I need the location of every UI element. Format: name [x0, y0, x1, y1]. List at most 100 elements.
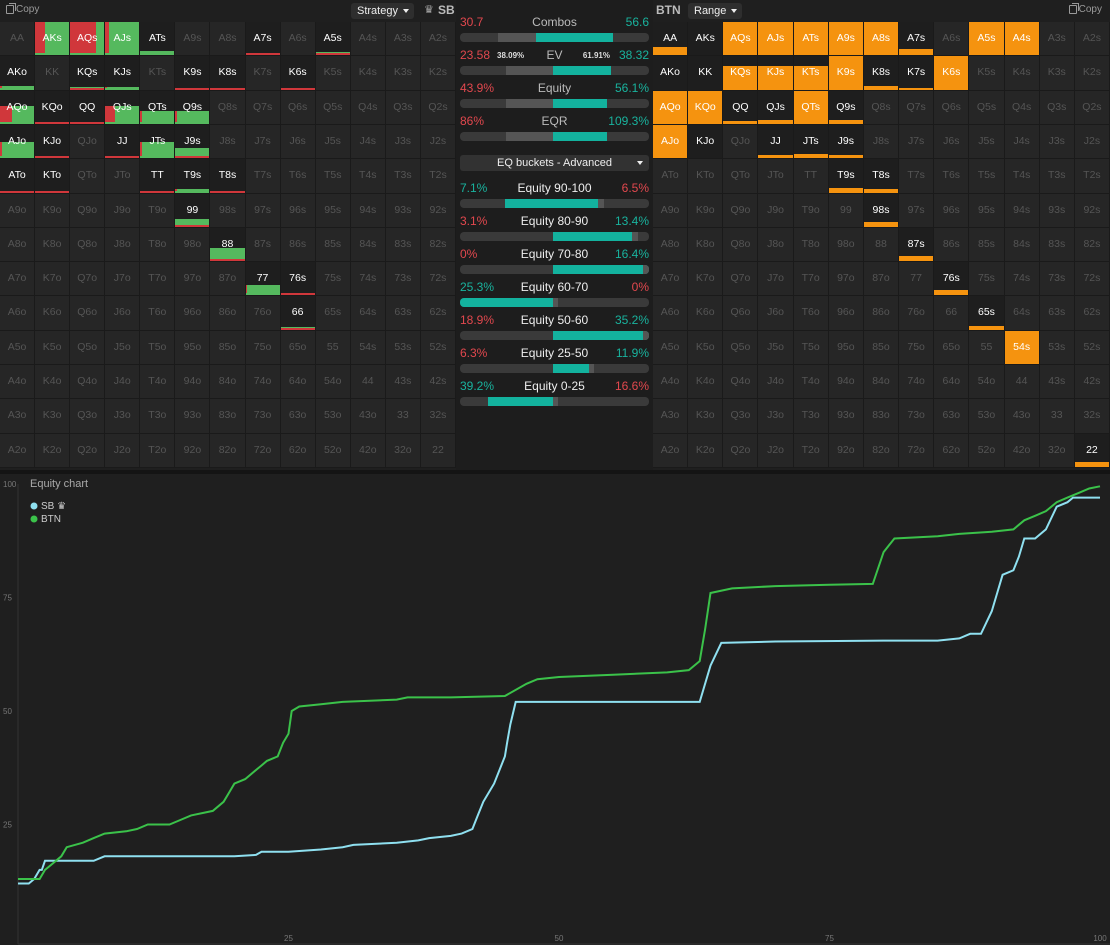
hand-cell[interactable]: 96o [828, 296, 864, 331]
hand-cell[interactable]: 75o [245, 330, 281, 366]
hand-cell[interactable]: 54o [969, 365, 1005, 400]
hand-cell[interactable]: A8o [653, 227, 689, 263]
hand-cell[interactable]: 94o [828, 365, 864, 400]
hand-cell[interactable]: 88 [863, 227, 900, 263]
hand-cell[interactable]: A7o [0, 262, 36, 297]
hand-cell[interactable]: 43o [350, 399, 386, 434]
hand-cell[interactable]: 83o [210, 399, 246, 434]
hand-cell[interactable]: J6s [934, 124, 970, 160]
hand-cell[interactable]: TT [793, 159, 829, 194]
hand-cell[interactable]: 74s [1004, 262, 1040, 297]
hand-cell[interactable]: T3s [385, 159, 421, 194]
hand-cell[interactable]: A9s [828, 22, 864, 57]
hand-cell[interactable]: J5o [105, 330, 141, 366]
hand-cell[interactable]: T7o [793, 262, 829, 297]
hand-cell[interactable]: J9o [105, 193, 141, 228]
hand-cell[interactable]: 92s [420, 193, 456, 228]
hand-cell[interactable]: 66 [934, 296, 970, 331]
hand-cell[interactable]: QTo [70, 159, 106, 194]
hand-cell[interactable]: QTs [793, 90, 829, 125]
hand-cell[interactable]: TT [140, 159, 176, 194]
hand-cell[interactable]: ATo [653, 159, 689, 194]
hand-cell[interactable]: K6s [934, 56, 970, 91]
hand-cell[interactable]: 75o [899, 330, 935, 366]
hand-cell[interactable]: T4o [140, 365, 176, 400]
hand-cell[interactable]: Q3o [70, 399, 106, 434]
hand-cell[interactable]: T5o [140, 330, 176, 366]
hand-cell[interactable]: 65o [280, 330, 316, 366]
hand-cell[interactable]: AA [653, 22, 689, 57]
hand-cell[interactable]: KQs [723, 56, 759, 91]
hand-cell[interactable]: 76s [280, 262, 316, 297]
hand-cell[interactable]: KJs [758, 56, 794, 91]
hand-cell[interactable]: A6o [0, 296, 36, 331]
hand-cell[interactable]: T6o [793, 296, 829, 331]
hand-cell[interactable]: 98o [175, 227, 211, 263]
hand-cell[interactable]: 87o [210, 262, 246, 297]
hand-cell[interactable]: QJo [723, 124, 759, 160]
hand-cell[interactable]: 53s [1039, 330, 1075, 366]
hand-cell[interactable]: Q9o [723, 193, 759, 228]
hand-cell[interactable]: J8o [105, 227, 141, 263]
hand-cell[interactable]: J5s [969, 124, 1005, 160]
hand-cell[interactable]: K7o [688, 262, 724, 297]
hand-cell[interactable]: 83s [1039, 227, 1075, 263]
hand-cell[interactable]: Q6s [280, 90, 316, 125]
hand-cell[interactable]: 65s [315, 296, 351, 331]
hand-cell[interactable]: J7o [105, 262, 141, 297]
hand-cell[interactable]: J3s [385, 124, 421, 160]
hand-cell[interactable]: 92o [175, 433, 211, 468]
hand-cell[interactable]: Q2s [420, 90, 456, 125]
hand-cell[interactable]: T9s [828, 159, 864, 194]
hand-cell[interactable]: QJs [105, 90, 141, 125]
hand-cell[interactable]: KQo [35, 90, 71, 125]
btn-copy-button[interactable]: Copy [1068, 3, 1102, 15]
hand-cell[interactable]: AQs [723, 22, 759, 57]
hand-cell[interactable]: A4o [653, 365, 689, 400]
hand-cell[interactable]: A5o [653, 330, 689, 366]
hand-cell[interactable]: J5o [758, 330, 794, 366]
hand-cell[interactable]: T2o [140, 433, 176, 468]
hand-cell[interactable]: 43o [1004, 399, 1040, 434]
hand-cell[interactable]: J3o [105, 399, 141, 434]
hand-cell[interactable]: 42o [350, 433, 386, 468]
hand-cell[interactable]: 84o [210, 365, 246, 400]
hand-cell[interactable]: Q3o [723, 399, 759, 434]
hand-cell[interactable]: 53s [385, 330, 421, 366]
hand-cell[interactable]: 94o [175, 365, 211, 400]
hand-cell[interactable]: 65o [934, 330, 970, 366]
range-dropdown[interactable]: Range [688, 3, 743, 19]
hand-cell[interactable]: K6o [35, 296, 71, 331]
hand-cell[interactable]: T3s [1039, 159, 1075, 194]
hand-cell[interactable]: J4o [105, 365, 141, 400]
hand-cell[interactable]: K3o [35, 399, 71, 434]
hand-cell[interactable]: AJs [758, 22, 794, 57]
hand-cell[interactable]: A9o [653, 193, 689, 228]
hand-cell[interactable]: A2s [1074, 22, 1110, 57]
hand-cell[interactable]: K3s [1039, 56, 1075, 91]
hand-cell[interactable]: J8s [863, 124, 900, 160]
hand-cell[interactable]: 96o [175, 296, 211, 331]
hand-cell[interactable]: J4o [758, 365, 794, 400]
hand-cell[interactable]: 97o [828, 262, 864, 297]
hand-cell[interactable]: 95s [969, 193, 1005, 228]
hand-cell[interactable]: 63s [385, 296, 421, 331]
hand-cell[interactable]: 72s [1074, 262, 1110, 297]
hand-cell[interactable]: Q2o [723, 433, 759, 468]
hand-cell[interactable]: 97s [899, 193, 935, 228]
hand-cell[interactable]: T2s [420, 159, 456, 194]
hand-cell[interactable]: A2s [420, 22, 456, 57]
hand-cell[interactable]: K5o [35, 330, 71, 366]
hand-cell[interactable]: T6o [140, 296, 176, 331]
hand-cell[interactable]: J2o [105, 433, 141, 468]
hand-cell[interactable]: QQ [723, 90, 759, 125]
hand-cell[interactable]: 74o [245, 365, 281, 400]
hand-cell[interactable]: J6o [758, 296, 794, 331]
hand-cell[interactable]: QJo [70, 124, 106, 160]
hand-cell[interactable]: 77 [245, 262, 281, 297]
hand-cell[interactable]: 87o [863, 262, 900, 297]
hand-cell[interactable]: 86s [934, 227, 970, 263]
hand-cell[interactable]: 44 [350, 365, 386, 400]
hand-cell[interactable]: Q4s [1004, 90, 1040, 125]
hand-cell[interactable]: T8s [210, 159, 246, 194]
